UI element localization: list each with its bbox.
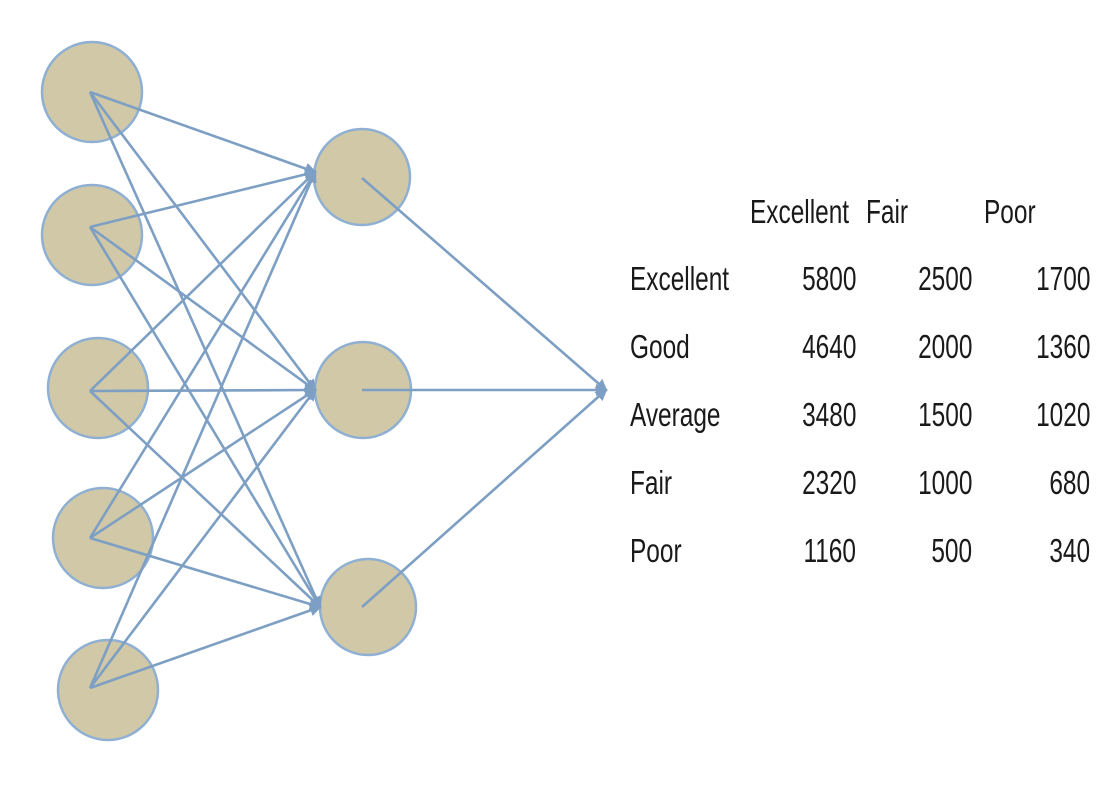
cell-excellent-excellent: 5800 (801, 260, 856, 297)
column-header-excellent: Excellent (750, 193, 850, 230)
cell-poor-poor: 340 (1049, 532, 1090, 569)
edge-input-4-to-hidden-2 (89, 388, 317, 540)
input-node-3 (46, 336, 150, 440)
cell-fair-poor: 680 (1049, 464, 1090, 501)
cell-fair-fair: 1000 (917, 464, 972, 501)
edge-hidden-1-to-output (361, 177, 608, 392)
input-node-5 (56, 638, 160, 742)
row-label-good: Good (630, 328, 690, 365)
edge-input-3-to-hidden-2 (89, 384, 317, 397)
cell-fair-excellent: 2320 (801, 464, 856, 501)
column-header-fair: Fair (866, 193, 909, 230)
neural-network-diagram (40, 40, 608, 742)
edge-input-4-to-hidden-3 (89, 536, 322, 610)
edge-input-2-to-hidden-2 (89, 225, 317, 392)
row-label-excellent: Excellent (630, 260, 730, 297)
cell-average-fair: 1500 (917, 396, 972, 433)
row-label-fair: Fair (630, 464, 673, 501)
edge-input-5-to-hidden-1 (88, 170, 317, 689)
cell-poor-excellent: 1160 (803, 532, 856, 569)
edge-hidden-3-to-output (361, 388, 608, 608)
edge-input-1-to-hidden-2 (88, 91, 317, 392)
column-header-poor: Poor (984, 193, 1036, 230)
hidden-node-1 (312, 127, 412, 227)
cell-good-poor: 1360 (1035, 328, 1090, 365)
edge-input-4-to-hidden-1 (88, 170, 317, 539)
row-label-average: Average (630, 396, 721, 433)
cell-excellent-fair: 2500 (917, 260, 972, 297)
edge-input-1-to-hidden-1 (89, 90, 317, 175)
input-node-2 (40, 183, 144, 287)
edge-input-3-to-hidden-1 (89, 170, 317, 392)
edge-input-2-to-hidden-1 (89, 168, 317, 229)
edge-input-5-to-hidden-3 (89, 604, 322, 690)
cell-poor-fair: 500 (931, 532, 972, 569)
input-node-4 (51, 486, 155, 590)
cell-excellent-poor: 1700 (1035, 260, 1090, 297)
edge-input-2-to-hidden-3 (88, 226, 322, 609)
row-label-poor: Poor (630, 532, 682, 569)
cell-average-excellent: 3480 (801, 396, 856, 433)
edge-input-5-to-hidden-2 (88, 388, 317, 689)
cell-average-poor: 1020 (1035, 396, 1090, 433)
edge-input-3-to-hidden-3 (89, 390, 322, 609)
connections-group (88, 90, 608, 690)
cell-good-excellent: 4640 (801, 328, 856, 365)
cell-good-fair: 2000 (917, 328, 972, 365)
